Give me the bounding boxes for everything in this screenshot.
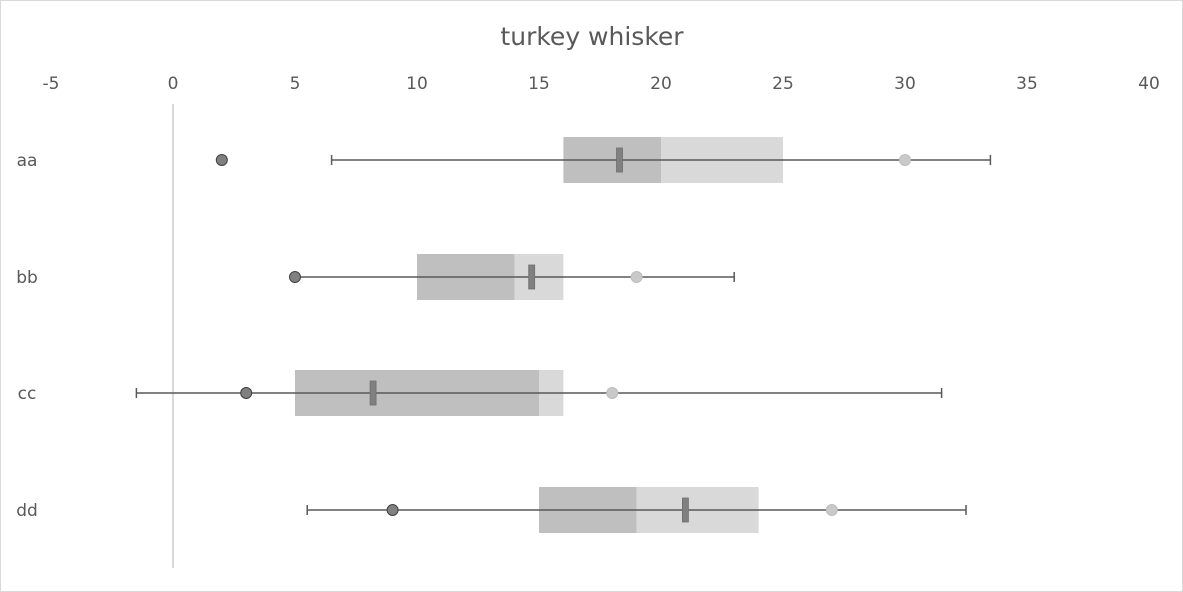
high-marker-cc (606, 387, 619, 399)
plot-area: -5 0 5 10 15 20 25 30 35 40 aa bb cc dd (16, 74, 1160, 568)
x-tick-label: 10 (406, 74, 428, 94)
category-label: dd (16, 501, 38, 521)
chart-title: turkey whisker (500, 22, 684, 51)
x-tick-label: 20 (650, 74, 672, 94)
category-label: cc (18, 384, 37, 404)
low-marker-bb (289, 271, 301, 283)
low-marker-aa (215, 154, 228, 166)
high-marker-dd (825, 504, 838, 516)
x-tick-label: 40 (1138, 74, 1160, 94)
x-tick-label: 25 (772, 74, 794, 94)
mean-marker-dd (682, 497, 689, 523)
mean-marker-bb (528, 264, 536, 290)
low-marker-cc (240, 387, 253, 399)
category-label: aa (17, 151, 38, 171)
high-marker-aa (899, 154, 911, 166)
mean-marker-cc (369, 380, 377, 406)
x-tick-label: -5 (43, 74, 60, 94)
x-tick-label: 5 (290, 74, 301, 94)
low-marker-dd (386, 504, 399, 516)
mean-marker-aa (616, 147, 623, 173)
category-label: bb (16, 268, 38, 288)
high-marker-bb (630, 271, 643, 283)
x-tick-label: 30 (894, 74, 916, 94)
x-tick-label: 35 (1016, 74, 1038, 94)
x-tick-label: 15 (528, 74, 550, 94)
x-tick-label: 0 (168, 74, 179, 94)
